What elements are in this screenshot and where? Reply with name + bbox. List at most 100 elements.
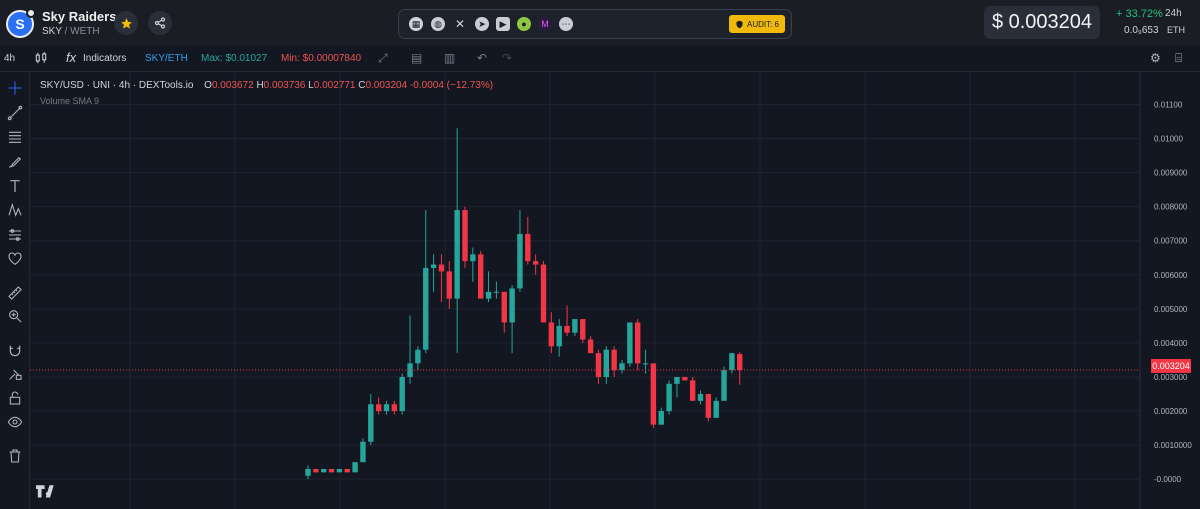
interval-button[interactable]: 4h [4, 53, 16, 64]
shield-icon [736, 20, 743, 28]
x-icon[interactable]: ✕ [454, 17, 466, 31]
legend-close: 0.003204 [365, 80, 408, 91]
candle-body [674, 376, 680, 384]
pair-toggle[interactable]: SKY/ETH [145, 53, 188, 64]
y-axis-tick-label: 0.01000 [1154, 135, 1183, 144]
legend-c-label: C [358, 80, 366, 91]
redo-icon[interactable]: ↷ [502, 51, 513, 65]
share-icon [154, 17, 166, 29]
ruler-icon[interactable] [5, 283, 25, 303]
prediction-icon[interactable] [5, 225, 25, 245]
audit-label: AUDIT: 6 [746, 19, 779, 29]
brush-icon[interactable] [5, 151, 25, 171]
candle-body [478, 254, 484, 299]
chart-toolbar: 4h fx Indicators SKY/ETH Max: $0.01027 M… [0, 46, 1200, 72]
candle-body [470, 254, 476, 262]
candle-body [415, 349, 421, 364]
cmc-icon[interactable]: M [538, 17, 552, 31]
heart-icon[interactable] [5, 249, 25, 269]
change-period: 24h [1165, 8, 1182, 19]
token-name: Sky Raiders [42, 9, 117, 24]
indicators-button[interactable]: Indicators [83, 53, 127, 64]
eth-price: 0.0₉653 [1124, 25, 1159, 36]
camera-chart-icon[interactable]: ▤ [411, 51, 423, 65]
price-chart[interactable]: 0.01100 0.01000 0.009000 0.008000 0.007000 0.… [30, 72, 1200, 509]
more-icon[interactable]: ⋯ [559, 17, 573, 31]
magnet-icon[interactable] [5, 341, 25, 361]
youtube-icon[interactable]: ▶ [496, 17, 510, 31]
globe-icon[interactable]: ◍ [431, 17, 445, 31]
indicators-icon[interactable]: fx [66, 50, 77, 65]
trendline-icon[interactable] [5, 103, 25, 123]
legend-ohlc: O0.003672 H0.003736 L0.002771 C0.003204 … [204, 80, 493, 91]
candle-style-button[interactable] [34, 51, 48, 68]
candle-body [635, 322, 641, 364]
max-price: Max: $0.01027 [201, 53, 268, 64]
y-axis-tick-label: 0.005000 [1154, 305, 1188, 314]
fullscreen-icon[interactable]: ⤢ [378, 51, 388, 65]
candle-body [666, 383, 672, 412]
candle-body [556, 325, 562, 347]
candle-body [603, 349, 609, 377]
candle-body [485, 291, 492, 299]
y-axis-tick-label: 0.008000 [1154, 203, 1188, 212]
candle-body [619, 363, 625, 371]
candle-body [399, 376, 405, 412]
chart-legend: SKY/USD · UNI · 4h · DEXTools.io O0.0036… [40, 80, 493, 91]
pattern-icon[interactable] [5, 200, 25, 220]
candle-body [423, 267, 429, 350]
candle-body [682, 376, 688, 381]
token-symbol: SKY [42, 26, 62, 37]
candle-body [517, 233, 523, 289]
chain-badge-icon [26, 8, 36, 18]
eth-unit: ETH [1167, 25, 1185, 35]
text-icon[interactable] [5, 176, 25, 196]
coingecko-icon[interactable]: ● [517, 17, 531, 31]
price-display: $ 0.003204 [984, 6, 1100, 39]
audit-badge[interactable]: AUDIT: 6 [729, 15, 785, 33]
crosshair-icon[interactable] [5, 78, 25, 98]
candle-body [328, 468, 335, 473]
candle-body [595, 353, 602, 377]
settings-gear-icon[interactable]: ⚙ [1150, 51, 1161, 65]
y-axis-tick-label: 0.009000 [1154, 169, 1188, 178]
lock-icon[interactable] [5, 388, 25, 408]
telegram-icon[interactable]: ➤ [475, 17, 489, 31]
share-button[interactable] [148, 11, 172, 35]
trash-icon[interactable] [5, 446, 25, 466]
candlestick-chart[interactable]: 0.01100 0.01000 0.009000 0.008000 0.007000 0.… [30, 72, 1200, 509]
undo-icon[interactable]: ↶ [477, 51, 488, 65]
candle-body [493, 291, 500, 293]
quote-symbol: / WETH [64, 26, 100, 37]
y-axis-tick-label: 0.003000 [1154, 373, 1188, 382]
candle-body [368, 404, 374, 442]
candle-body [689, 380, 696, 401]
min-price: Min: $0.00007840 [281, 53, 362, 64]
eye-icon[interactable] [5, 412, 25, 432]
tradingview-logo[interactable] [36, 485, 64, 503]
candle-body [713, 400, 719, 418]
screenshot-camera-icon[interactable]: ⌸ [1175, 51, 1183, 65]
lock-drawing-icon[interactable] [5, 364, 25, 384]
last-price-label: 0.003204 [1151, 359, 1191, 373]
favorite-button[interactable] [114, 11, 138, 35]
fib-icon[interactable] [5, 127, 25, 147]
token-header: S Sky Raiders SKY / WETH ▦ ◍ ✕ ➤ ▶ ● M ⋯… [0, 0, 1200, 46]
candle-body [501, 291, 507, 323]
candle-body [642, 363, 649, 365]
chart-icon[interactable]: ▦ [409, 17, 423, 31]
y-axis-tick-label: -0.0000 [1154, 475, 1182, 484]
layout-icon[interactable]: ▥ [444, 51, 456, 65]
candle-body [729, 353, 735, 371]
candle-body [430, 264, 437, 268]
candle-body [305, 468, 311, 476]
candle-body [564, 325, 570, 333]
candle-body [446, 271, 452, 299]
candle-body [313, 468, 319, 473]
legend-l-label: L [308, 80, 314, 91]
candle-body [375, 404, 382, 412]
zoom-in-icon[interactable] [5, 306, 25, 326]
candle-body [627, 322, 633, 364]
y-axis-tick-label: 0.004000 [1154, 339, 1188, 348]
candle-body [572, 319, 578, 333]
